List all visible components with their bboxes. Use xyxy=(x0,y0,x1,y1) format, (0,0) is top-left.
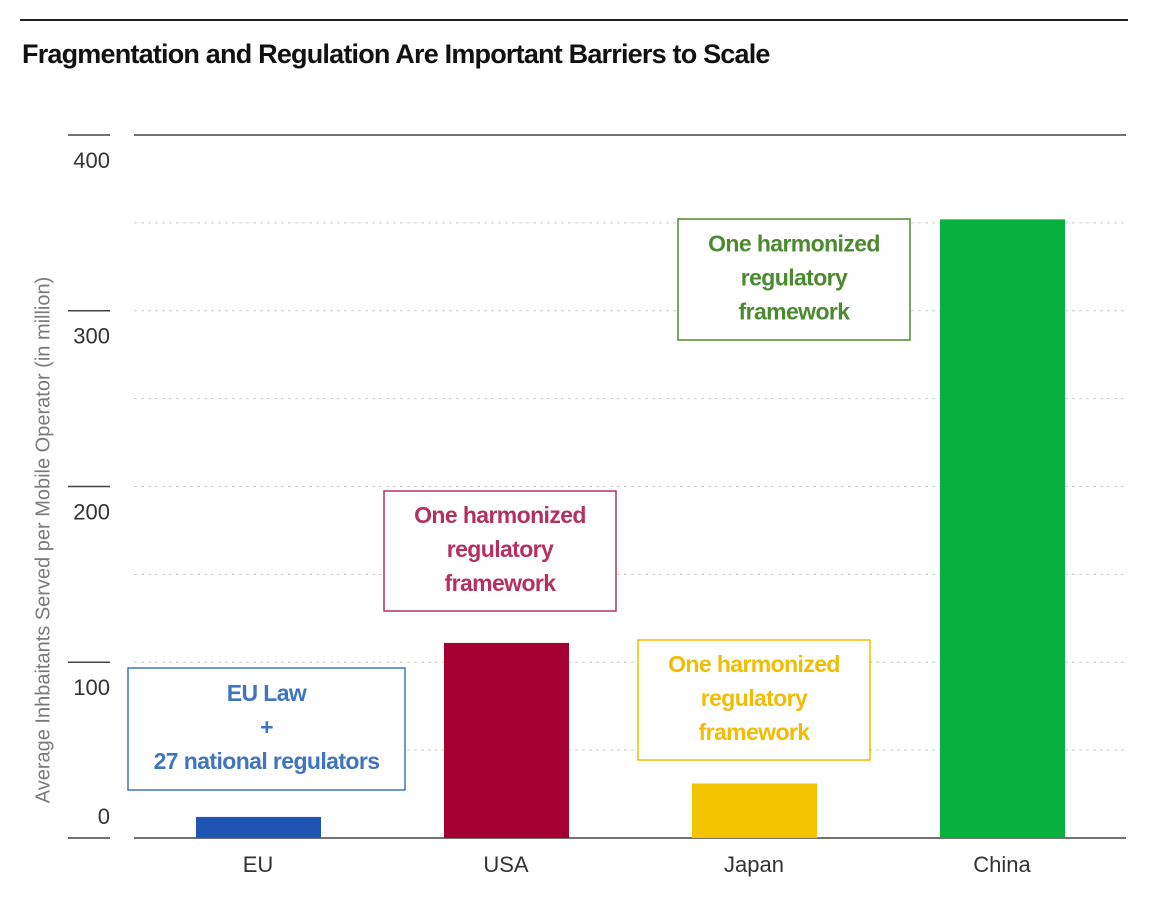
chart-title: Fragmentation and Regulation Are Importa… xyxy=(22,39,770,69)
annotation-text: framework xyxy=(739,299,851,325)
y-tick-label: 300 xyxy=(73,324,110,349)
bar xyxy=(444,642,569,838)
annotation-box xyxy=(383,490,617,612)
annotation-text: + xyxy=(260,714,273,740)
y-tick-label: 100 xyxy=(73,675,110,700)
y-axis-label: Average Inhbaitants Served per Mobile Op… xyxy=(32,277,54,804)
annotation-box xyxy=(637,639,871,761)
x-tick-label: USA xyxy=(483,852,529,877)
annotation-text: framework xyxy=(445,570,557,596)
annotation-text: EU Law xyxy=(227,680,307,706)
x-tick-label: China xyxy=(973,852,1031,877)
x-tick-label: Japan xyxy=(724,852,784,877)
y-tick-label: 400 xyxy=(73,148,110,173)
bar xyxy=(692,783,817,838)
annotation-text: One harmonized xyxy=(708,231,880,257)
annotation-box xyxy=(677,218,911,341)
y-tick-label: 200 xyxy=(73,499,110,524)
annotation-box xyxy=(127,667,406,791)
annotation-text: regulatory xyxy=(447,536,554,562)
annotation-text: One harmonized xyxy=(414,502,586,528)
annotation-text: regulatory xyxy=(741,265,848,291)
bar xyxy=(940,219,1065,839)
x-tick-label: EU xyxy=(243,852,274,877)
annotation-text: One harmonized xyxy=(668,651,840,677)
y-tick-label: 0 xyxy=(98,804,110,829)
bar xyxy=(196,816,321,838)
annotation-text: regulatory xyxy=(701,685,808,711)
annotation-text: 27 national regulators xyxy=(154,748,380,774)
annotation-text: framework xyxy=(699,719,811,745)
